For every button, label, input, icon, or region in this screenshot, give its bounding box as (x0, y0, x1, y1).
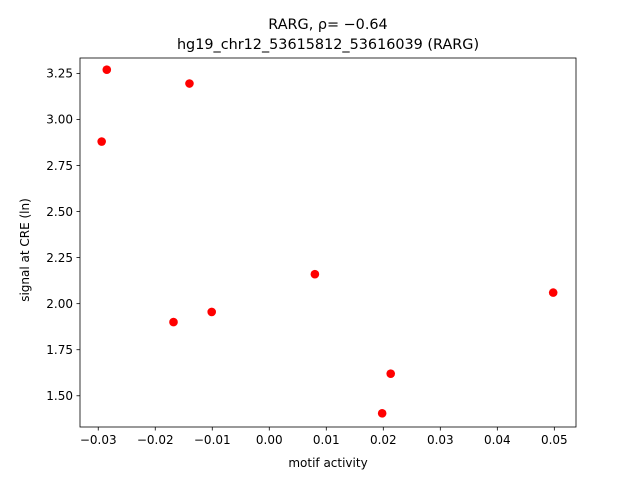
x-tick-label: 0.00 (256, 433, 283, 447)
data-point (310, 269, 320, 279)
data-point (185, 79, 194, 88)
x-tick-label: 0.01 (313, 433, 340, 447)
axes-frame (79, 57, 577, 428)
x-tick-label: 0.02 (370, 433, 397, 447)
y-tick-label: 1.50 (46, 389, 73, 403)
data-point (548, 288, 558, 297)
x-tick-label: −0.01 (194, 433, 231, 447)
chart-title-line1: RARG, ρ= −0.64 (268, 17, 387, 33)
y-tick-label: 1.75 (46, 343, 73, 357)
x-tick-label: 0.05 (541, 433, 568, 447)
data-point (377, 408, 387, 418)
y-tick-label: 2.50 (46, 205, 73, 219)
y-tick-label: 2.00 (46, 297, 73, 311)
y-tick-label: 3.00 (46, 113, 73, 127)
plot-area: −0.03 −0.02 −0.01 0.00 0.01 0.02 0.03 0.04 0.05 1… (46, 57, 577, 447)
x-axis-label: motif activity (288, 456, 367, 470)
data-point (207, 307, 216, 317)
y-tick-label: 2.25 (46, 251, 73, 265)
data-point (169, 317, 178, 327)
x-tick-label: 0.04 (484, 433, 511, 447)
y-tick-label: 3.25 (46, 67, 73, 81)
x-tick-label: −0.03 (80, 433, 117, 447)
x-tick-label: −0.02 (137, 433, 174, 447)
x-tick-label: 0.03 (427, 433, 454, 447)
data-point (97, 137, 106, 146)
data-point (102, 65, 112, 74)
y-axis-label: signal at CRE (ln) (18, 198, 32, 302)
data-point (386, 369, 396, 378)
chart-title-line2: hg19_chr12_53615812_53616039 (RARG) (177, 37, 479, 53)
y-tick-label: 2.75 (46, 159, 73, 173)
